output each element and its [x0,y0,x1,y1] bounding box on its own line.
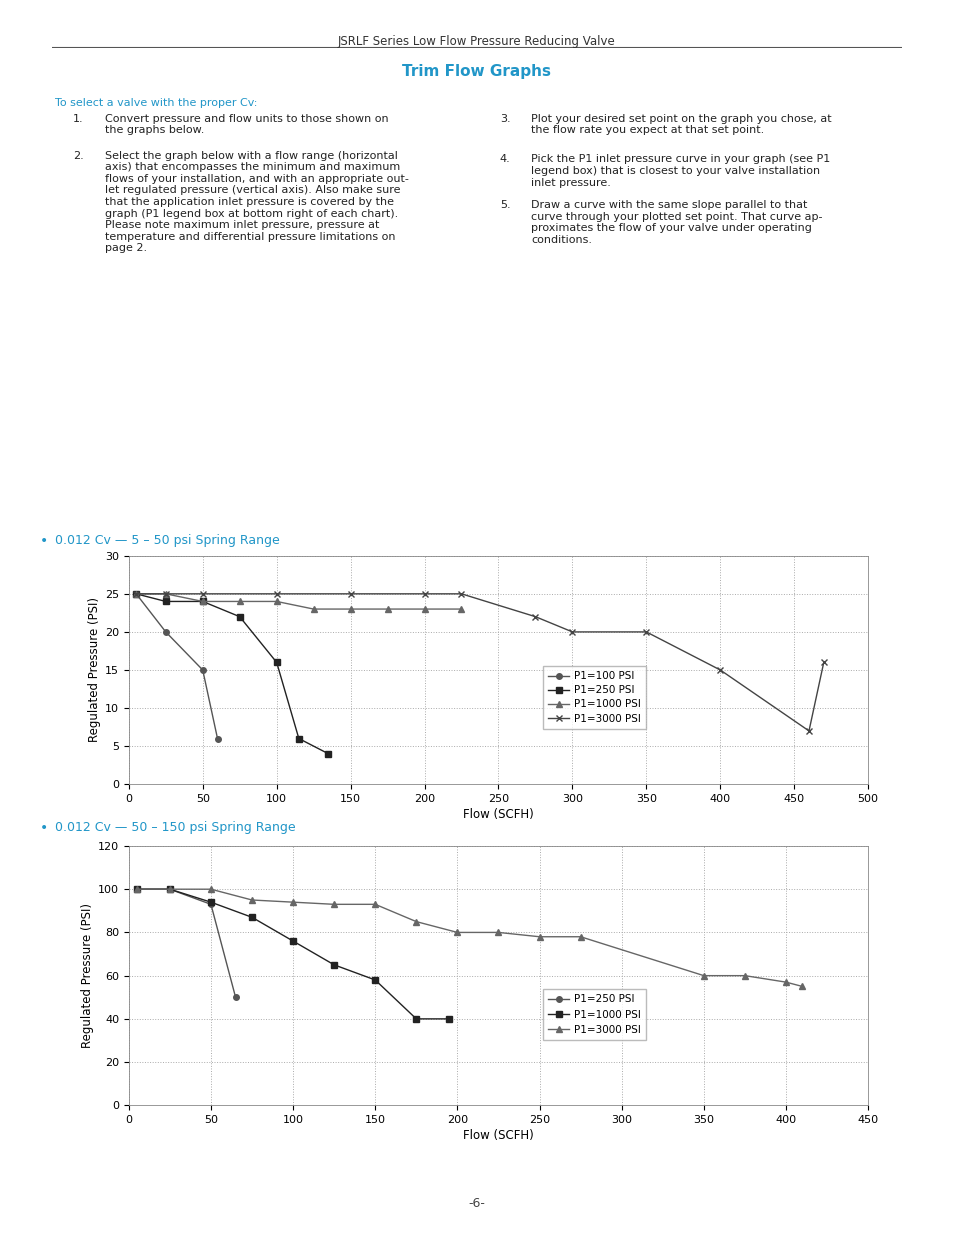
X-axis label: Flow (SCFH): Flow (SCFH) [462,1129,534,1142]
P1=3000 PSI [575,929,586,944]
Text: -6-: -6- [468,1197,485,1210]
Text: •: • [40,534,49,547]
P1=1000 PSI [345,601,356,616]
Text: Convert pressure and flow units to those shown on
the graphs below.: Convert pressure and flow units to those… [105,114,388,135]
P1=100 PSI [160,625,172,640]
Line: P1=3000 PSI: P1=3000 PSI [134,887,804,989]
Text: Select the graph below with a flow range (horizontal
axis) that encompasses the : Select the graph below with a flow range… [105,151,409,253]
Text: 4.: 4. [499,154,510,164]
P1=3000 PSI [418,587,430,601]
Text: JSRLF Series Low Flow Pressure Reducing Valve: JSRLF Series Low Flow Pressure Reducing … [337,35,616,48]
P1=1000 PSI [131,587,142,601]
P1=3000 PSI [410,914,421,929]
P1=3000 PSI [640,625,652,640]
P1=1000 PSI [443,1011,455,1026]
P1=250 PSI [230,990,241,1005]
P1=3000 PSI [287,894,298,909]
P1=3000 PSI [328,897,339,911]
P1=250 PSI [164,882,175,897]
P1=100 PSI [212,731,223,746]
P1=3000 PSI [534,929,545,944]
P1=3000 PSI [796,979,807,994]
Text: 0.012 Cv — 5 – 50 psi Spring Range: 0.012 Cv — 5 – 50 psi Spring Range [55,534,280,547]
P1=3000 PSI [456,587,467,601]
P1=3000 PSI [345,587,356,601]
Text: 0.012 Cv — 50 – 150 psi Spring Range: 0.012 Cv — 50 – 150 psi Spring Range [55,821,295,835]
P1=1000 PSI [410,1011,421,1026]
Legend: P1=100 PSI, P1=250 PSI, P1=1000 PSI, P1=3000 PSI: P1=100 PSI, P1=250 PSI, P1=1000 PSI, P1=… [542,666,645,729]
P1=100 PSI [196,662,208,677]
P1=1000 PSI [271,594,282,609]
Text: Draw a curve with the same slope parallel to that
curve through your plotted set: Draw a curve with the same slope paralle… [531,200,822,245]
Line: P1=250 PSI: P1=250 PSI [134,887,238,1000]
P1=3000 PSI [369,897,380,911]
P1=250 PSI [293,731,304,746]
Line: P1=1000 PSI: P1=1000 PSI [133,592,464,611]
Line: P1=250 PSI: P1=250 PSI [133,592,331,757]
P1=3000 PSI [817,655,828,669]
P1=250 PSI [131,587,142,601]
Line: P1=3000 PSI: P1=3000 PSI [133,592,825,734]
P1=1000 PSI [205,894,216,909]
P1=250 PSI [322,746,334,761]
P1=1000 PSI [369,973,380,988]
P1=3000 PSI [714,662,725,677]
P1=1000 PSI [381,601,393,616]
P1=100 PSI [131,587,142,601]
Text: To select a valve with the proper Cv:: To select a valve with the proper Cv: [55,98,257,107]
P1=3000 PSI [271,587,282,601]
P1=3000 PSI [698,968,709,983]
P1=3000 PSI [164,882,175,897]
P1=1000 PSI [132,882,143,897]
P1=1000 PSI [233,594,245,609]
Y-axis label: Regulated Pressure (PSI): Regulated Pressure (PSI) [81,903,93,1049]
P1=1000 PSI [456,601,467,616]
P1=1000 PSI [246,910,257,925]
P1=250 PSI [132,882,143,897]
P1=1000 PSI [160,587,172,601]
P1=1000 PSI [328,957,339,972]
P1=3000 PSI [780,974,791,989]
P1=3000 PSI [246,893,257,908]
Y-axis label: Regulated Pressure (PSI): Regulated Pressure (PSI) [88,598,101,742]
P1=3000 PSI [492,925,503,940]
Text: Trim Flow Graphs: Trim Flow Graphs [402,64,551,79]
Text: Pick the P1 inlet pressure curve in your graph (see P1
legend box) that is close: Pick the P1 inlet pressure curve in your… [531,154,830,188]
P1=250 PSI [233,609,245,624]
Text: 1.: 1. [73,114,84,124]
P1=250 PSI [196,594,208,609]
P1=1000 PSI [196,594,208,609]
P1=1000 PSI [164,882,175,897]
Line: P1=100 PSI: P1=100 PSI [133,592,220,741]
Text: Plot your desired set point on the graph you chose, at
the flow rate you expect : Plot your desired set point on the graph… [531,114,831,135]
Text: •: • [40,821,49,835]
Text: 2.: 2. [73,151,84,161]
P1=3000 PSI [160,587,172,601]
P1=250 PSI [160,594,172,609]
Legend: P1=250 PSI, P1=1000 PSI, P1=3000 PSI: P1=250 PSI, P1=1000 PSI, P1=3000 PSI [542,989,645,1040]
P1=3000 PSI [739,968,750,983]
Text: 5.: 5. [499,200,510,210]
P1=250 PSI [205,897,216,911]
X-axis label: Flow (SCFH): Flow (SCFH) [462,808,534,821]
P1=3000 PSI [131,587,142,601]
Text: 3.: 3. [499,114,510,124]
P1=3000 PSI [802,724,814,739]
P1=3000 PSI [132,882,143,897]
P1=3000 PSI [196,587,208,601]
P1=3000 PSI [566,625,578,640]
P1=250 PSI [271,655,282,669]
P1=1000 PSI [418,601,430,616]
Line: P1=1000 PSI: P1=1000 PSI [134,887,452,1021]
P1=3000 PSI [451,925,462,940]
P1=3000 PSI [205,882,216,897]
P1=3000 PSI [529,609,540,624]
P1=1000 PSI [287,934,298,948]
P1=1000 PSI [308,601,319,616]
